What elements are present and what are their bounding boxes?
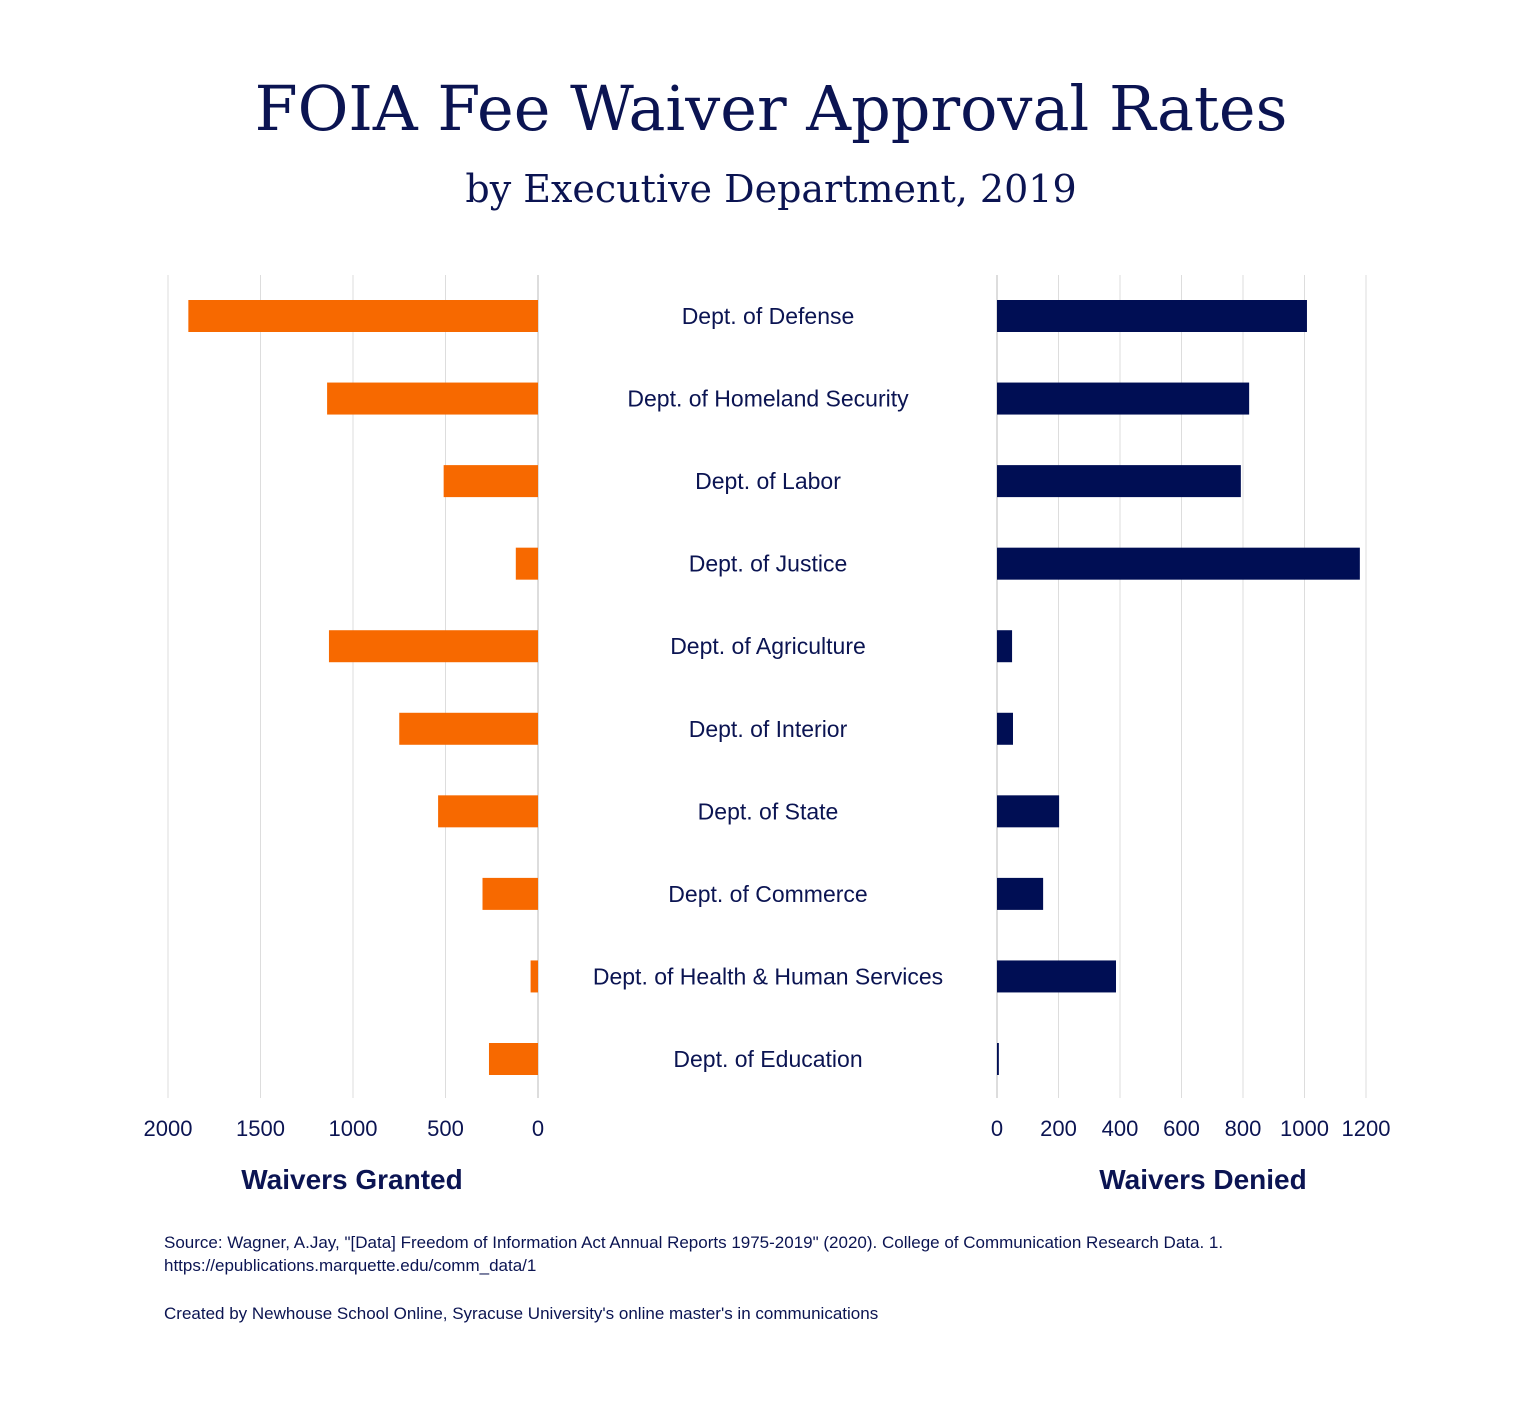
source-line-2: https://epublications.marquette.edu/comm… xyxy=(164,1256,536,1275)
category-label: Dept. of Interior xyxy=(689,716,848,742)
left-tick-label: 0 xyxy=(532,1116,544,1141)
denied-bar xyxy=(997,960,1117,993)
granted-bar xyxy=(188,300,538,332)
category-label: Dept. of Agriculture xyxy=(670,633,866,659)
denied-bar xyxy=(997,877,1044,910)
category-label: Dept. of State xyxy=(698,798,839,824)
right-axis-label: Waivers Denied xyxy=(1099,1164,1306,1195)
granted-bar xyxy=(399,712,538,745)
right-tick-label: 200 xyxy=(1040,1116,1077,1141)
denied-bar xyxy=(997,300,1307,332)
category-label: Dept. of Justice xyxy=(689,551,848,577)
granted-bar xyxy=(482,877,538,910)
chart-title: FOIA Fee Waiver Approval Rates xyxy=(255,72,1288,145)
denied-bar xyxy=(997,630,1013,663)
denied-bar xyxy=(997,795,1060,828)
denied-bar xyxy=(997,1043,999,1075)
left-tick-label: 1500 xyxy=(236,1116,285,1141)
credit-line: Created by Newhouse School Online, Syrac… xyxy=(164,1304,878,1323)
granted-bar xyxy=(488,1043,538,1075)
chart-subtitle: by Executive Department, 2019 xyxy=(465,167,1076,211)
denied-bar xyxy=(997,712,1013,745)
denied-bar xyxy=(997,547,1360,580)
left-tick-label: 2000 xyxy=(144,1116,193,1141)
category-label: Dept. of Health & Human Services xyxy=(593,963,943,989)
left-axis-label: Waivers Granted xyxy=(241,1164,462,1195)
granted-bar xyxy=(515,547,538,580)
right-tick-label: 1200 xyxy=(1342,1116,1391,1141)
category-label: Dept. of Commerce xyxy=(668,881,867,907)
right-tick-label: 400 xyxy=(1102,1116,1139,1141)
granted-bar xyxy=(328,630,538,663)
category-label: Dept. of Labor xyxy=(695,468,841,494)
right-tick-label: 0 xyxy=(991,1116,1003,1141)
category-label: Dept. of Homeland Security xyxy=(627,386,909,412)
category-label: Dept. of Defense xyxy=(682,303,855,329)
right-tick-label: 600 xyxy=(1163,1116,1200,1141)
denied-bar xyxy=(997,465,1241,498)
left-tick-label: 1000 xyxy=(329,1116,378,1141)
granted-bar xyxy=(438,795,538,828)
granted-bar xyxy=(443,465,538,498)
granted-bar xyxy=(327,382,538,415)
right-tick-label: 800 xyxy=(1225,1116,1262,1141)
granted-bar xyxy=(530,960,538,993)
category-label: Dept. of Education xyxy=(673,1046,862,1072)
denied-bar xyxy=(997,382,1250,415)
right-tick-label: 1000 xyxy=(1280,1116,1329,1141)
source-line-1: Source: Wagner, A.Jay, "[Data] Freedom o… xyxy=(164,1233,1223,1252)
left-tick-label: 500 xyxy=(427,1116,464,1141)
